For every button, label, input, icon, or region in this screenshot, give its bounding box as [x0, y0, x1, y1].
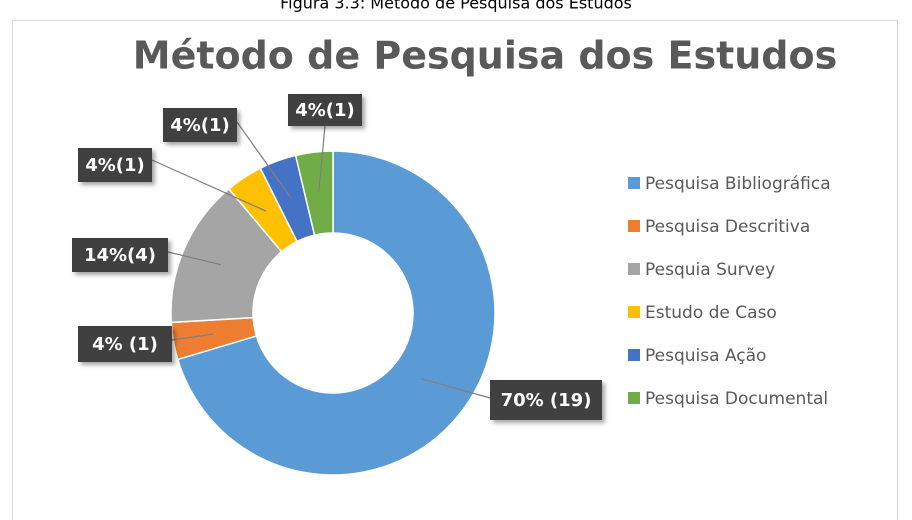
data-label-box — [78, 326, 172, 362]
data-label: 4% (1) — [92, 334, 158, 355]
data-label-box — [490, 380, 602, 420]
data-label: 14%(4) — [84, 245, 156, 266]
legend-label: Pesquisa Bibliográfica — [645, 174, 831, 194]
legend-swatch — [628, 177, 640, 189]
leader-line — [171, 333, 213, 341]
data-label: 4%(1) — [295, 100, 355, 121]
leader-line — [167, 251, 222, 266]
legend-swatch — [628, 392, 640, 404]
donut-slice — [294, 150, 334, 237]
legend-swatch — [628, 349, 640, 361]
legend-label: Estudo de Caso — [645, 303, 777, 323]
data-label: 4%(1) — [85, 155, 145, 176]
figure-caption: Figura 3.3: Método de Pesquisa dos Estud… — [280, 0, 632, 13]
legend-label: Pesquisa Descritiva — [645, 217, 810, 237]
data-label: 4%(1) — [170, 115, 230, 136]
data-label-box — [72, 238, 168, 272]
data-label-box — [163, 108, 237, 142]
data-label-box — [288, 94, 362, 126]
chart-title: Método de Pesquisa dos Estudos — [133, 34, 837, 78]
leader-line — [318, 125, 326, 192]
legend-label: Pesquia Survey — [645, 260, 775, 280]
legend-swatch — [628, 306, 640, 318]
legend-swatch — [628, 263, 640, 275]
legend-label: Pesquisa Documental — [645, 389, 828, 409]
data-label-box — [78, 148, 152, 182]
legend-swatch — [628, 220, 640, 232]
leader-line — [236, 121, 292, 199]
leader-line — [421, 378, 491, 399]
leader-line — [151, 159, 267, 212]
donut-slice — [176, 150, 496, 476]
data-label: 70% (19) — [501, 390, 592, 411]
legend-label: Pesquisa Ação — [645, 346, 766, 366]
